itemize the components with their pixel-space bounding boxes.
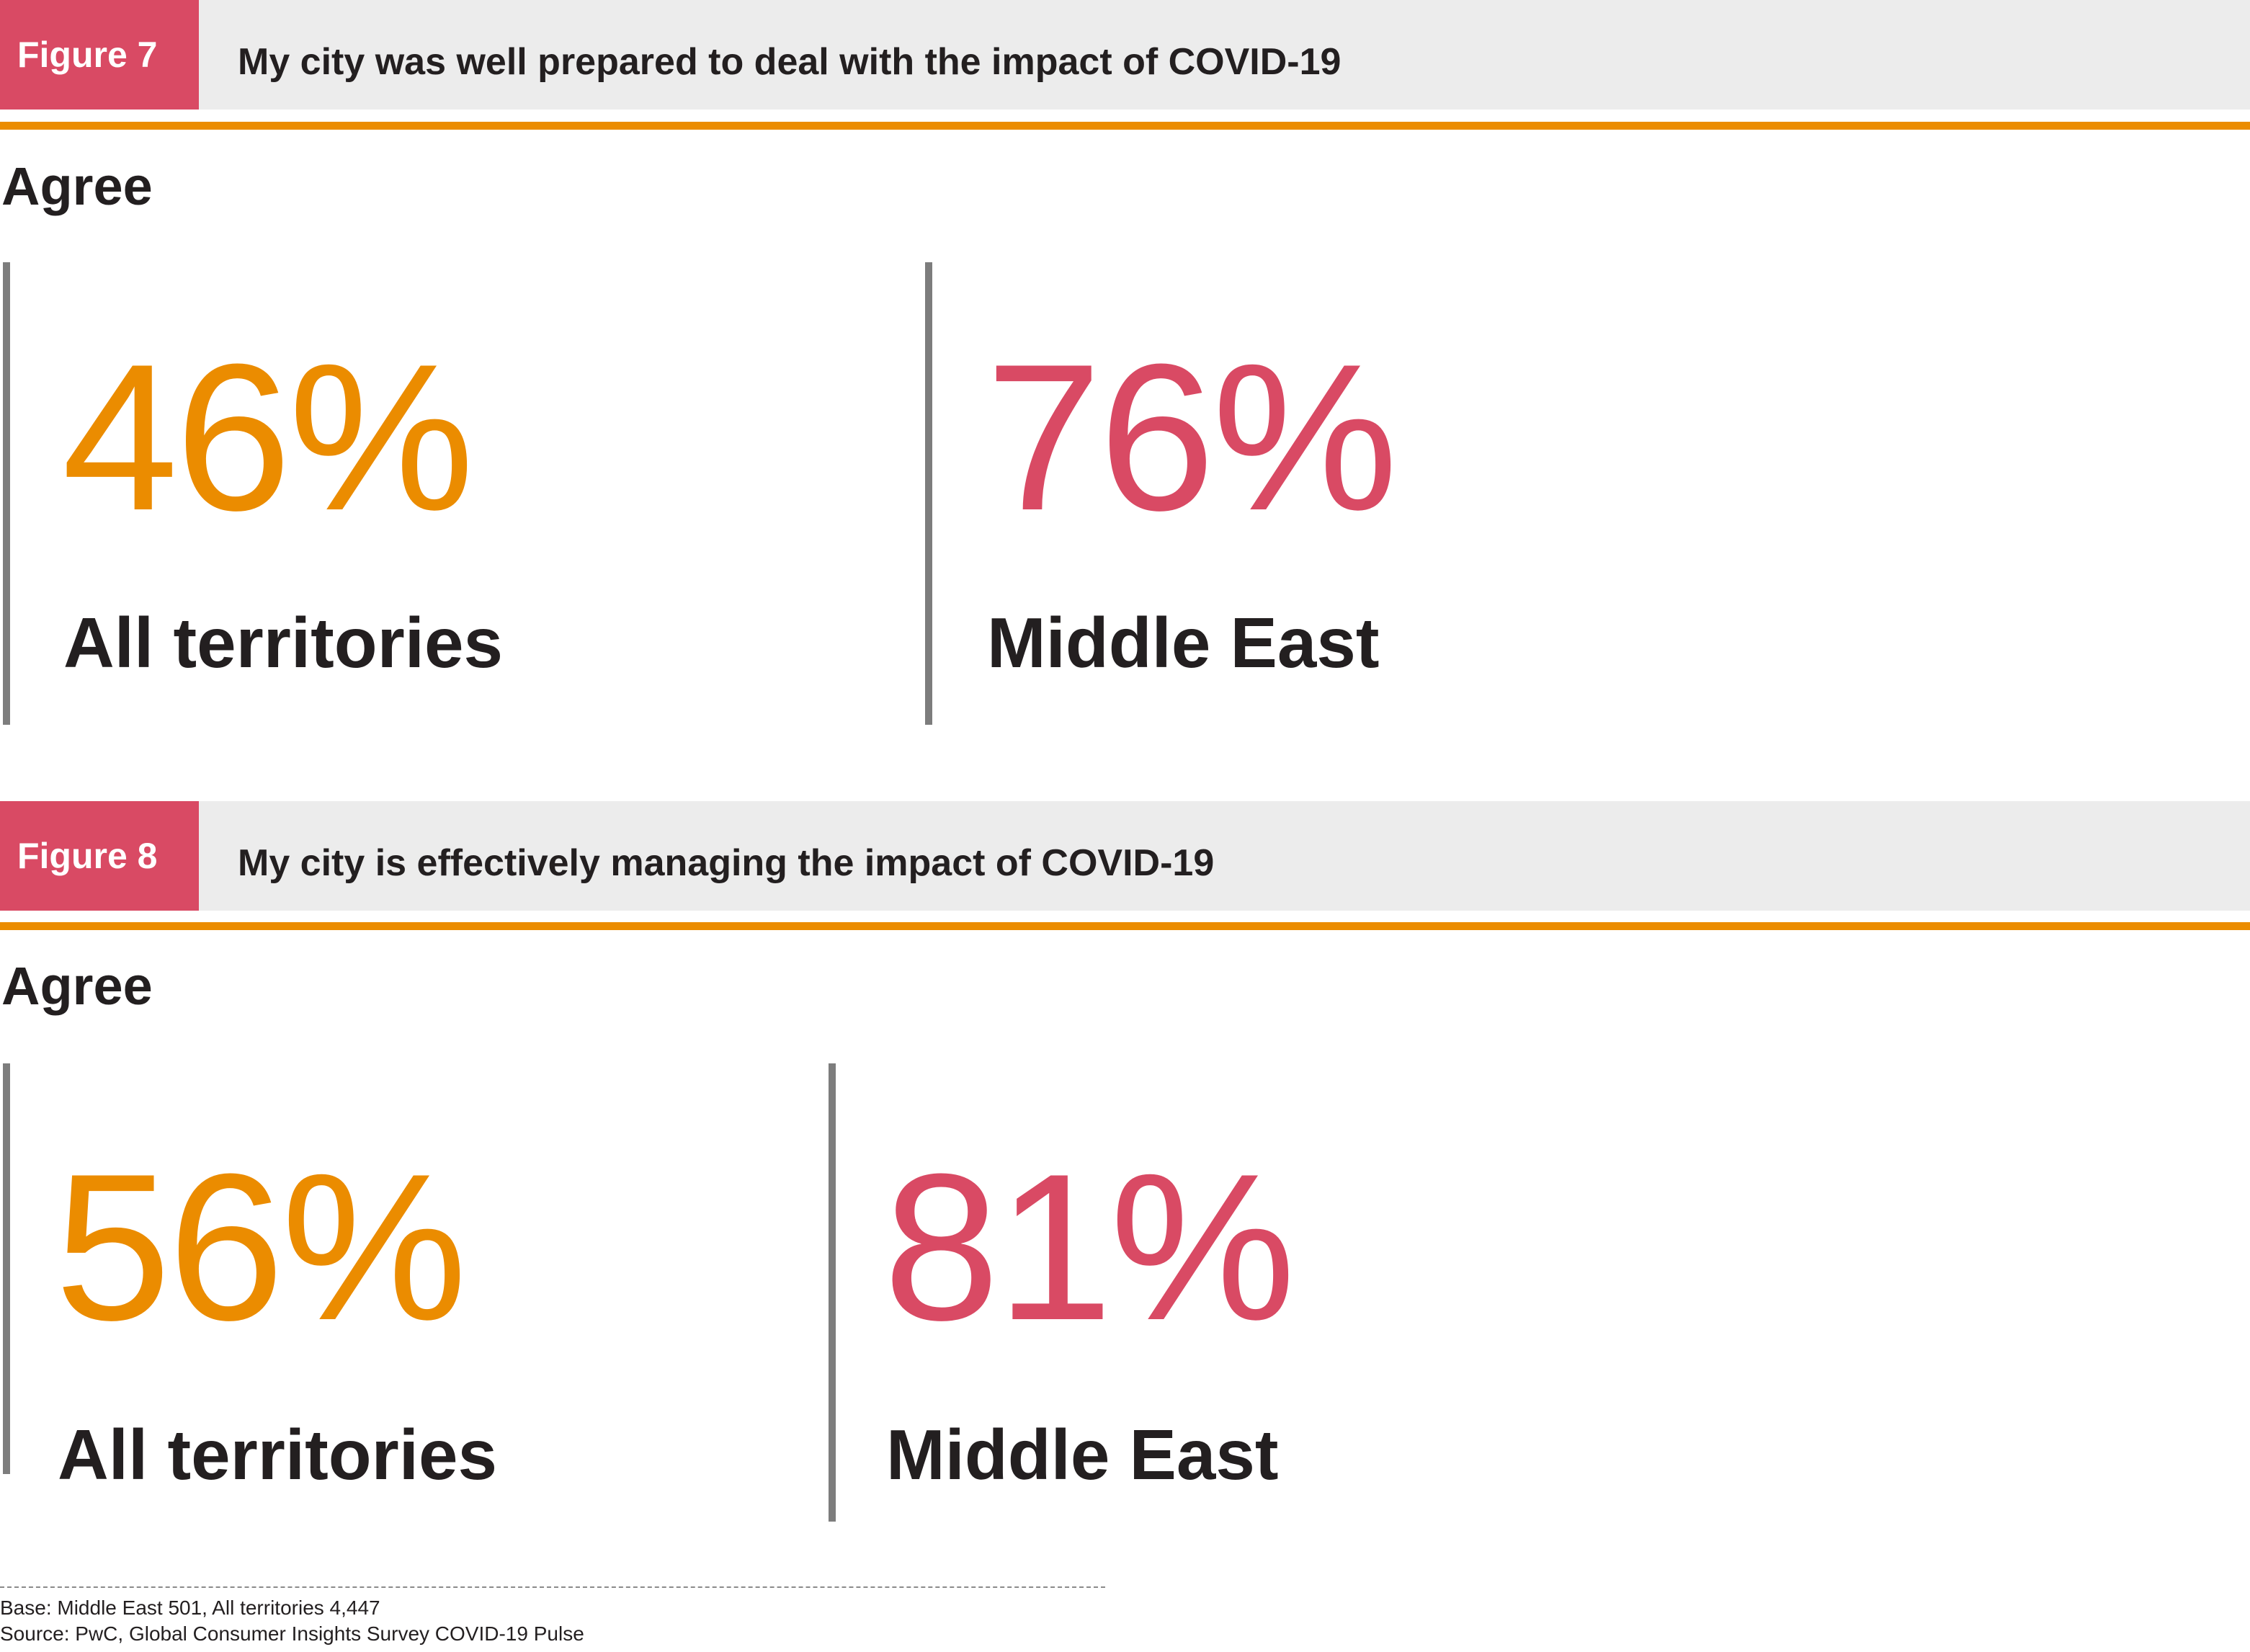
stat-label-middle-east: Middle East xyxy=(886,1415,1279,1494)
figure-8-header: Figure 8 My city is effectively managing… xyxy=(0,801,2250,911)
stat-label-all-territories: All territories xyxy=(58,1415,497,1494)
stat-value-middle-east: 81% xyxy=(883,1130,1295,1364)
figure-8-subtitle: Agree xyxy=(1,956,153,1016)
figure-7-title: My city was well prepared to deal with t… xyxy=(238,41,1341,83)
divider xyxy=(3,1063,10,1474)
figure-7-header: Figure 7 My city was well prepared to de… xyxy=(0,0,2250,110)
figure-8-badge: Figure 8 xyxy=(0,801,199,911)
footer-base: Base: Middle East 501, All territories 4… xyxy=(0,1597,380,1619)
figure-7-rule xyxy=(0,122,2250,130)
footer-divider xyxy=(0,1586,1105,1588)
footer-source: Source: PwC, Global Consumer Insights Su… xyxy=(0,1622,584,1645)
stat-value-middle-east: 76% xyxy=(986,321,1398,554)
stat-value-all-territories: 46% xyxy=(62,321,474,554)
divider xyxy=(925,262,932,725)
figure-7-badge: Figure 7 xyxy=(0,0,199,110)
figure-8-rule xyxy=(0,922,2250,930)
stat-label-all-territories: All territories xyxy=(63,603,503,682)
divider xyxy=(3,262,10,725)
divider xyxy=(829,1063,836,1522)
stat-label-middle-east: Middle East xyxy=(987,603,1380,682)
stat-value-all-territories: 56% xyxy=(55,1130,467,1364)
figure-8-title: My city is effectively managing the impa… xyxy=(238,842,1215,884)
figure-7-subtitle: Agree xyxy=(1,156,153,216)
